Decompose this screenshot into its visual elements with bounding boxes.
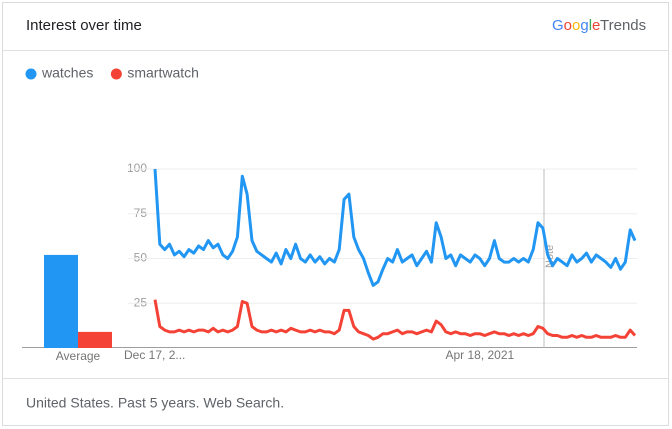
card-title: Interest over time [26,17,142,34]
x-tick-label: Dec 17, 2... [124,348,185,362]
average-label: Average [56,349,101,363]
legend-label: watches [41,65,93,81]
legend-dot [25,68,37,80]
y-tick-label: 50 [134,251,148,265]
y-tick-label: 75 [134,206,148,220]
y-tick-label: 100 [127,161,147,175]
series-line [153,168,637,287]
y-tick-label: 25 [134,295,148,309]
brand-trends: Trends [600,17,646,34]
brand-google: Google [552,17,600,34]
average-bar [44,254,78,348]
series-line [153,299,637,341]
average-bar [78,331,112,348]
legend-label: smartwatch [127,65,199,81]
footer-text: United States. Past 5 years. Web Search. [26,395,284,411]
x-tick-label: Apr 18, 2021 [445,348,514,362]
legend-dot [110,68,122,80]
